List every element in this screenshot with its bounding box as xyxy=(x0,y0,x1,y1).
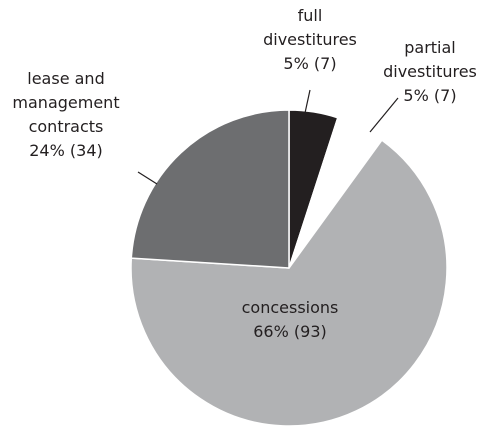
value-label: 66% (93) xyxy=(253,322,327,341)
slice-label: full divestitures 5% (7) xyxy=(255,4,365,76)
pie-slice xyxy=(130,109,290,269)
category-label: full divestitures xyxy=(263,6,357,49)
leader-line xyxy=(137,171,158,185)
value-label: 5% (7) xyxy=(403,86,457,105)
category-label: partial divestitures xyxy=(383,38,477,81)
value-label: 24% (34) xyxy=(29,141,103,160)
category-label: lease and management contracts xyxy=(12,69,120,136)
value-label: 5% (7) xyxy=(283,54,337,73)
leader-line xyxy=(369,97,399,133)
slice-label: lease and management contracts 24% (34) xyxy=(5,67,127,163)
leader-line xyxy=(304,89,311,114)
slice-label: concessions 66% (93) xyxy=(220,296,360,344)
slice-label: partial divestitures 5% (7) xyxy=(375,36,485,108)
pie-slice xyxy=(130,139,448,426)
slices xyxy=(130,109,448,426)
category-label: concessions xyxy=(241,298,339,317)
